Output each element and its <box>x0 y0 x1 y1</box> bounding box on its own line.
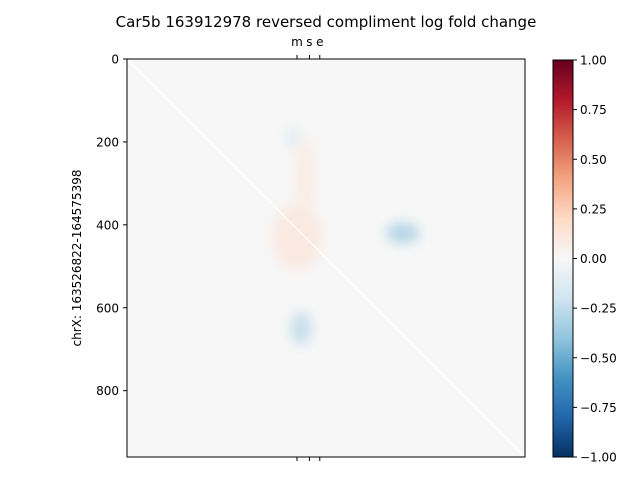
heatmap-area <box>126 58 526 458</box>
top-marker-label: e <box>316 35 323 49</box>
y-tick-label: 200 <box>96 135 119 149</box>
colorbar-tick-label: 1.00 <box>580 54 607 68</box>
colorbar-tick-label: 0.50 <box>580 153 607 167</box>
y-tick-label: 0 <box>111 53 119 67</box>
colorbar-tick-label: −0.75 <box>580 401 617 415</box>
y-tick-label: 600 <box>96 301 119 315</box>
plot-frame <box>126 58 526 458</box>
y-axis-label: chrX: 163526822-164575398 <box>70 170 84 347</box>
y-tick-label: 800 <box>96 384 119 398</box>
colorbar-ticks: 1.00 0.75 0.50 0.25 0.00 −0.25 −0.50 −0.75 −1.00 <box>573 54 617 465</box>
heatmap-feature <box>286 125 300 151</box>
top-marker-label: s <box>306 35 312 49</box>
heatmap-diagonal <box>126 58 526 458</box>
top-marker-label: m <box>291 35 303 49</box>
heatmap-feature <box>290 311 312 346</box>
colorbar-tick-label: −1.00 <box>580 451 617 465</box>
colorbar: 1.00 0.75 0.50 0.25 0.00 −0.25 −0.50 −0.75 −1.00 <box>552 54 617 465</box>
colorbar-tick-label: 0.75 <box>580 103 607 117</box>
colorbar-tick-label: 0.00 <box>580 252 607 266</box>
heatmap-feature <box>294 137 316 221</box>
y-axis: 0 200 400 600 800 <box>96 53 127 398</box>
heatmap-feature <box>272 204 322 271</box>
y-tick-label: 400 <box>96 218 119 232</box>
chart-title: Car5b 163912978 reversed compliment log … <box>116 13 537 31</box>
heatmap-feature <box>386 222 420 244</box>
colorbar-tick-label: 0.25 <box>580 202 607 216</box>
colorbar-gradient <box>552 59 574 458</box>
colorbar-tick-label: −0.25 <box>580 302 617 316</box>
colorbar-tick-label: −0.50 <box>580 351 617 365</box>
